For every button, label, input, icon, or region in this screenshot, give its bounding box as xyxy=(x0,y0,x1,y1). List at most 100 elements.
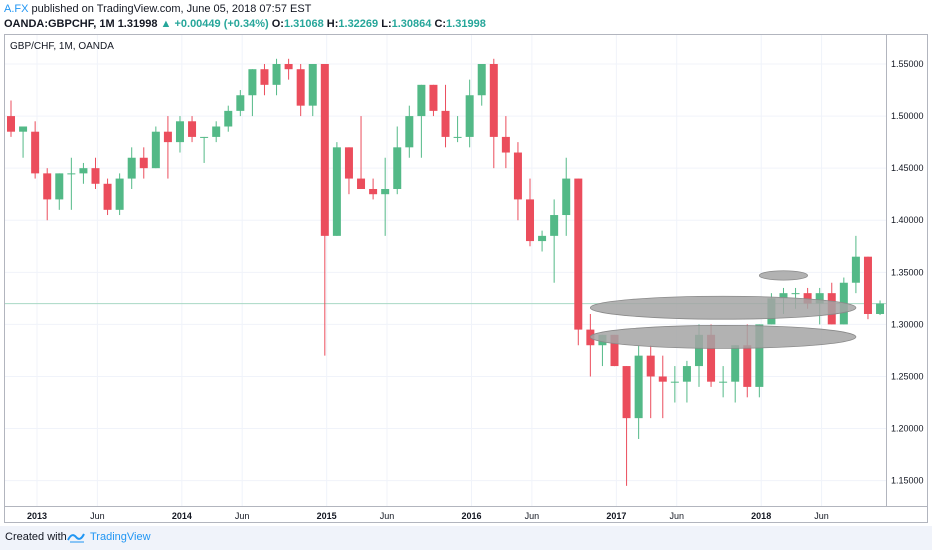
candle-body xyxy=(550,215,559,236)
time-tick-label: Jun xyxy=(235,511,250,521)
candle-body xyxy=(188,121,197,137)
candle-body xyxy=(19,126,28,132)
candle-body xyxy=(369,188,378,195)
candle-body xyxy=(284,64,293,70)
candle-body xyxy=(707,334,716,382)
candle-body xyxy=(658,376,667,382)
time-tick-label: 2015 xyxy=(317,511,337,521)
candle-body xyxy=(163,131,172,143)
candlestick-chart: 1.15000 1.20000 1.25000 1.30000 1.35000 1.400… xyxy=(5,35,924,521)
price-tick-label: 1.35000 xyxy=(891,267,924,277)
candle-body xyxy=(151,131,160,169)
candle-body xyxy=(224,110,233,127)
candle-body xyxy=(791,293,800,295)
candle-body xyxy=(175,121,184,143)
candle-body xyxy=(803,293,812,304)
publish-text: published on TradingView.com, June 05, 2… xyxy=(31,3,312,15)
candle-body xyxy=(357,178,366,189)
last-price: 1.31998 xyxy=(117,18,158,30)
candle-body xyxy=(429,84,438,111)
candle-body xyxy=(7,116,15,132)
ellipse-annotation xyxy=(758,270,809,281)
candle-body xyxy=(731,345,740,382)
candle-body xyxy=(405,116,414,148)
candle-body xyxy=(876,303,885,314)
candle-body xyxy=(55,173,64,200)
candle-body xyxy=(453,136,462,138)
candle-body xyxy=(622,366,631,419)
author-link[interactable]: A.FX xyxy=(4,3,29,15)
candle-body xyxy=(308,64,317,106)
candle-body xyxy=(779,293,788,299)
price-axis[interactable] xyxy=(887,34,928,507)
time-tick-label: Jun xyxy=(669,511,684,521)
time-tick-label: Jun xyxy=(525,511,540,521)
candle-body xyxy=(200,136,209,138)
quote-line: OANDA:GBPCHF, 1M 1.31998 ▲ +0.00449 (+0.… xyxy=(4,17,928,31)
candle-body xyxy=(815,293,824,304)
time-tick-label: 2017 xyxy=(606,511,626,521)
low-value: 1.30864 xyxy=(391,18,432,30)
candle-body xyxy=(441,110,450,137)
candle-body xyxy=(574,178,583,330)
candle-body xyxy=(393,147,402,189)
price-tick-label: 1.30000 xyxy=(891,319,924,329)
candle-body xyxy=(851,256,860,283)
time-tick-label: 2016 xyxy=(462,511,482,521)
time-tick-label: Jun xyxy=(90,511,105,521)
candle-body xyxy=(236,95,245,111)
time-axis[interactable] xyxy=(4,507,928,523)
candle-body xyxy=(43,173,52,200)
candle-body xyxy=(670,381,679,383)
price-tick-label: 1.50000 xyxy=(891,111,924,121)
candle-body xyxy=(489,64,498,137)
time-tick-label: 2014 xyxy=(172,511,192,521)
candle-body xyxy=(103,183,112,210)
pane-label: GBP/CHF, 1M, OANDA xyxy=(10,41,114,52)
candle-body xyxy=(296,69,305,106)
candle-body xyxy=(682,366,691,382)
price-tick-label: 1.45000 xyxy=(891,163,924,173)
chart-pane[interactable] xyxy=(4,34,887,507)
candle-body xyxy=(332,147,341,236)
candle-body xyxy=(31,131,40,174)
high-label: H: xyxy=(326,18,339,30)
candle-body xyxy=(417,84,426,117)
candle-body xyxy=(719,381,728,383)
candle-body xyxy=(139,157,148,169)
time-tick-label: 2013 xyxy=(27,511,47,521)
low-label: L: xyxy=(381,18,392,30)
created-with-text: Created with xyxy=(5,531,67,543)
time-tick-label: Jun xyxy=(380,511,395,521)
time-tick-label: 2018 xyxy=(751,511,771,521)
candle-body xyxy=(91,168,100,184)
candle-body xyxy=(562,178,571,216)
candle-body xyxy=(526,199,535,242)
open-label: O: xyxy=(271,18,284,30)
candle-body xyxy=(115,178,124,210)
candle-body xyxy=(344,147,353,179)
candle-body xyxy=(465,95,474,137)
candle-body xyxy=(67,173,76,175)
price-change: +0.00449 (+0.34%) xyxy=(174,18,269,30)
candle-body xyxy=(477,64,486,96)
price-tick-label: 1.20000 xyxy=(891,424,924,434)
ellipse-annotation xyxy=(589,295,857,320)
ellipse-annotation xyxy=(589,325,857,349)
candle-body xyxy=(248,69,257,96)
high-value: 1.32269 xyxy=(338,18,379,30)
candle-body xyxy=(79,168,88,174)
up-arrow-icon: ▲ xyxy=(160,18,172,30)
candle-body xyxy=(501,136,510,153)
candle-body xyxy=(694,334,703,367)
candle-body xyxy=(743,345,752,387)
tradingview-link[interactable]: TradingView xyxy=(90,531,151,543)
candle-body xyxy=(646,355,655,377)
candle-body xyxy=(610,334,619,367)
price-tick-label: 1.55000 xyxy=(891,59,924,69)
candle-body xyxy=(755,324,764,387)
candle-body xyxy=(513,152,522,200)
candle-body xyxy=(127,157,136,179)
price-tick-label: 1.25000 xyxy=(891,371,924,381)
candle-body xyxy=(863,256,872,314)
